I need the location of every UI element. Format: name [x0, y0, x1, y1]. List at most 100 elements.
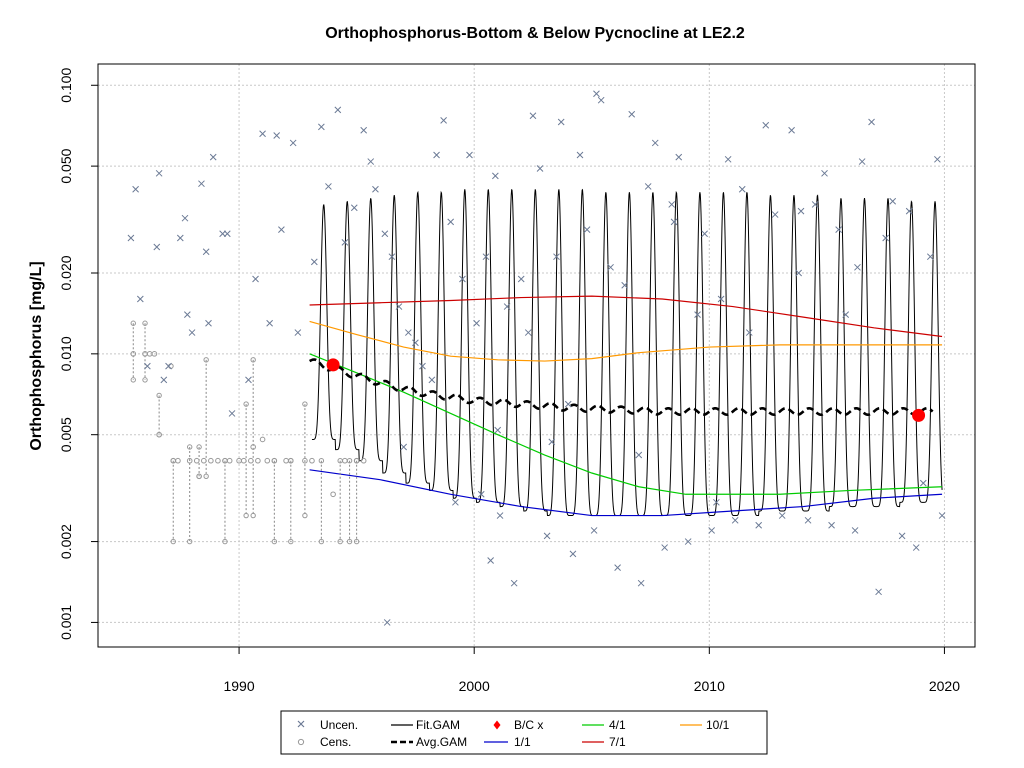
uncensored-point — [821, 169, 828, 177]
censored-range-high — [186, 444, 193, 450]
censored-point — [201, 457, 207, 464]
uncensored-point — [694, 311, 701, 318]
ratio-line-1-1 — [309, 469, 943, 517]
axes-layer: 1990 2000 2010 2020 0.001 0.002 0.005 0.010 0.02… — [58, 68, 960, 694]
censored-range-low — [203, 473, 209, 479]
uncensored-point — [294, 329, 302, 336]
censored-point — [302, 457, 308, 464]
censored-point — [360, 457, 367, 464]
uncensored-point — [209, 153, 217, 161]
censored-range-low — [222, 538, 228, 545]
uncensored-point — [701, 230, 708, 238]
uncensored-point — [731, 516, 739, 524]
uncensored-point — [938, 512, 946, 519]
uncensored-point — [912, 544, 920, 551]
legend: Uncen. Cens. Fit.GAM Avg.GAM B/C x 1/1 4… — [280, 710, 768, 755]
uncensored-point — [771, 211, 779, 218]
censored-range-low — [271, 538, 278, 545]
censored-point — [287, 457, 294, 464]
censored-point — [330, 491, 336, 498]
censored-range-low — [142, 377, 148, 383]
uncensored-point — [778, 512, 786, 519]
censored-range-low — [353, 538, 360, 545]
uncensored-point — [670, 218, 678, 226]
fit-gam-line — [311, 188, 943, 517]
uncensored-point — [223, 230, 231, 238]
censored-range-low — [302, 512, 308, 519]
uncensored-point — [919, 479, 927, 487]
y-tick-label: 0.002 — [58, 524, 74, 559]
censored-point — [130, 351, 137, 357]
censored-range-low — [337, 538, 343, 545]
bc-point — [326, 358, 340, 372]
uncensored-point — [350, 204, 358, 212]
uncensored-point — [529, 112, 537, 120]
data-points-layer — [127, 90, 946, 626]
x-marker-icon — [297, 720, 305, 728]
x-tick-label: 2020 — [929, 678, 960, 694]
legend-label-fit-gam: Fit.GAM — [416, 718, 460, 732]
y-tick-label: 0.001 — [58, 605, 74, 640]
uncensored-point — [494, 426, 502, 434]
uncensored-point — [745, 329, 753, 336]
uncensored-point — [273, 132, 281, 139]
uncensored-point — [548, 438, 556, 446]
uncensored-point — [536, 165, 544, 172]
y-axis-label: Orthophosphorus [mg/L] — [28, 261, 45, 450]
censored-point — [255, 457, 261, 464]
y-tick-label: 0.005 — [58, 417, 74, 452]
plot-frame — [97, 63, 976, 648]
y-tick-label: 0.050 — [58, 148, 74, 183]
censored-point — [342, 457, 348, 464]
censored-range-low — [170, 538, 176, 545]
uncensored-point — [842, 311, 850, 318]
uncensored-point — [797, 207, 805, 215]
uncensored-point — [684, 538, 692, 545]
uncensored-point — [266, 319, 273, 327]
legend-item-uncensored: Uncen. — [297, 718, 358, 732]
legend-item-ratio-4-1: 4/1 — [582, 718, 626, 732]
uncensored-point — [482, 253, 490, 261]
uncensored-point — [381, 230, 389, 238]
uncensored-point — [400, 443, 408, 451]
uncensored-point — [477, 490, 485, 498]
censored-point — [259, 436, 266, 443]
uncensored-point — [198, 180, 205, 188]
censored-range-high — [156, 392, 162, 399]
uncensored-point — [447, 218, 455, 226]
censored-range-high — [318, 458, 325, 464]
censored-point — [175, 457, 181, 464]
uncensored-point — [517, 275, 525, 283]
censored-point — [215, 457, 221, 464]
uncensored-point — [367, 158, 375, 165]
uncensored-point — [724, 155, 732, 163]
censored-point — [264, 457, 271, 464]
uncensored-point — [452, 498, 459, 506]
uncensored-point — [717, 295, 725, 303]
uncensored-point — [318, 123, 325, 131]
uncensored-point — [882, 234, 890, 242]
uncensored-point — [795, 269, 803, 277]
legend-item-censored: Cens. — [297, 735, 351, 749]
uncensored-point — [144, 362, 151, 370]
uncensored-point — [183, 311, 191, 318]
legend-item-avg-gam: Avg.GAM — [391, 735, 467, 749]
uncensored-point — [635, 451, 643, 459]
diamond-marker-icon — [493, 720, 501, 730]
legend-item-bc: B/C x — [493, 718, 543, 732]
legend-label-uncensored: Uncen. — [320, 718, 358, 732]
censored-point — [193, 457, 200, 464]
uncensored-point — [440, 117, 447, 124]
uncensored-point — [590, 527, 598, 534]
censored-point — [353, 457, 360, 464]
x-tick-label: 2010 — [694, 678, 725, 694]
censored-point — [250, 444, 256, 450]
uncensored-point — [289, 139, 297, 147]
uncensored-point — [419, 362, 426, 370]
uncensored-point — [252, 275, 259, 283]
uncensored-point — [788, 126, 795, 134]
uncensored-point — [661, 544, 668, 551]
uncensored-point — [188, 329, 196, 336]
legend-item-ratio-1-1: 1/1 — [484, 735, 531, 749]
uncensored-point — [708, 527, 716, 534]
